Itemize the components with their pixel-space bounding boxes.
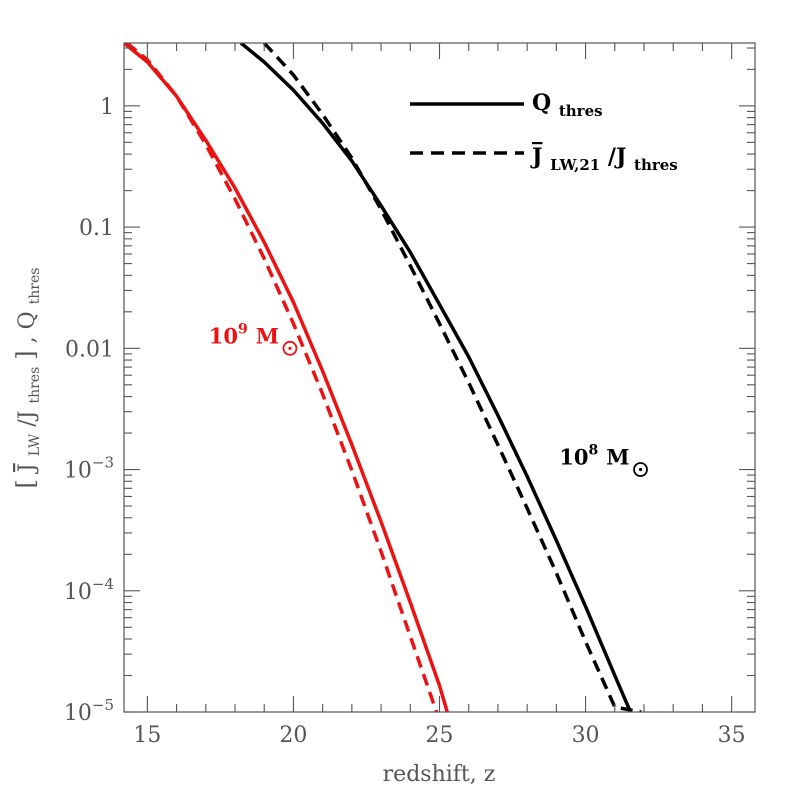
y-tick-label: 10−4: [64, 575, 114, 605]
series-1e9-solid: [124, 43, 450, 712]
y-axis-jlw: J: [15, 463, 40, 474]
legend-dashed-main: J: [530, 144, 542, 170]
y-axis-jlw-sub: LW: [27, 433, 43, 456]
y-axis-jthres-sub: thres: [27, 367, 43, 404]
mass-annotation-exponent: 8: [589, 443, 599, 459]
legend-solid-label: Q thres: [532, 90, 603, 120]
legend-dashed-sub2: thres: [634, 156, 678, 174]
legend-solid-main: Q: [532, 90, 551, 116]
y-axis-slash: /J: [15, 411, 40, 427]
x-tick-label: 20: [279, 723, 307, 748]
legend-dashed-mid: /J: [608, 144, 626, 170]
sun-symbol-dot-icon: [288, 346, 292, 350]
y-tick-label: 0.1: [79, 216, 114, 241]
x-tick-label: 35: [718, 723, 746, 748]
y-tick-label: 10−5: [64, 696, 114, 726]
series-1e8-solid: [239, 43, 659, 712]
x-tick-label: 30: [572, 723, 600, 748]
legend: Q thres J LW,21 /J thres: [410, 90, 678, 176]
y-tick-exponent: −4: [92, 575, 114, 593]
mass-annotation-base: 10: [559, 445, 588, 470]
legend-dashed-sub: LW,21: [550, 156, 600, 174]
y-tick-base: 10: [64, 701, 92, 726]
x-tick-label: 25: [426, 723, 454, 748]
sun-symbol-dot-icon: [638, 467, 643, 472]
legend-solid-sub: thres: [559, 102, 603, 120]
legend-dashed-label: J LW,21 /J thres: [530, 144, 678, 176]
y-axis-open-bracket: [: [12, 479, 40, 488]
y-axis-close-bracket: ]: [12, 350, 40, 359]
y-tick-base: 10: [64, 459, 92, 484]
y-tick-label: 1: [100, 95, 114, 120]
series-layer: [124, 43, 659, 712]
y-axis-title: [ J LW /J thres ] , Q thres: [12, 268, 45, 489]
sun-symbol-icon: [633, 462, 648, 477]
mass-annotation-exponent: 9: [238, 321, 248, 337]
y-tick-label: 10−3: [64, 454, 114, 484]
y-tick-exponent: −3: [92, 454, 114, 472]
mass-annotation-unit: M: [606, 445, 629, 470]
mass-annotation-base: 10: [209, 323, 238, 348]
y-axis-qthres-sub: thres: [27, 268, 43, 305]
mass-annotation-unit: M: [256, 323, 279, 348]
sun-symbol-icon: [282, 340, 298, 356]
y-tick-label: 0.01: [65, 337, 114, 362]
x-axis-title: redshift, z: [383, 762, 496, 787]
tick-layer: [124, 43, 755, 713]
mass-annotation-8: 108 M: [559, 443, 629, 470]
series-1e8-dashed: [262, 43, 642, 712]
plot-frame: [123, 42, 756, 713]
x-tick-label: 15: [133, 723, 161, 748]
mass-annotation-9: 109 M: [209, 321, 279, 348]
y-tick-exponent: −5: [92, 696, 114, 714]
series-1e9-dashed: [125, 43, 465, 712]
y-tick-base: 10: [64, 580, 92, 605]
y-axis-q: , Q: [15, 311, 40, 343]
